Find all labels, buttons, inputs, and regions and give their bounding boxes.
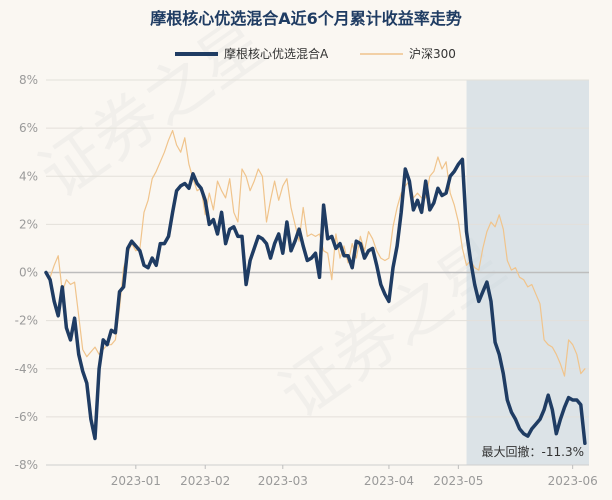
x-tick-label: 2023-04	[364, 474, 414, 488]
series-line-fund	[44, 157, 587, 446]
x-tick-label: 2023-06	[548, 474, 598, 488]
y-tick-label: 6%	[19, 121, 38, 135]
x-tick-label: 2023-03	[258, 474, 308, 488]
series-line-index	[45, 129, 586, 377]
y-tick-label: -6%	[15, 410, 38, 424]
y-tick-label: 8%	[19, 73, 38, 87]
y-tick-label: 2%	[19, 217, 38, 231]
y-tick-label: 4%	[19, 169, 38, 183]
chart-title: 摩根核心优选混合A近6个月累计收益率走势	[150, 9, 462, 28]
y-tick-label: -4%	[15, 362, 38, 376]
legend-label-index: 沪深300	[409, 47, 456, 61]
x-tick-label: 2023-02	[180, 474, 230, 488]
y-axis-ticks: 8% 6% 4% 2% 0% -2% -4% -6% -8%	[15, 73, 38, 472]
series-lines	[44, 129, 587, 446]
max-drawdown-annotation: 最大回撤：-11.3%	[482, 444, 584, 459]
x-tick-label: 2023-05	[433, 474, 483, 488]
y-tick-label: 0%	[19, 266, 38, 280]
y-tick-label: -8%	[15, 458, 38, 472]
legend: 摩根核心优选混合A 沪深300	[175, 46, 456, 61]
legend-label-fund: 摩根核心优选混合A	[224, 46, 329, 61]
x-axis-ticks: 2023-01 2023-02 2023-03 2023-04 2023-05 2023-…	[46, 464, 598, 488]
x-tick-label: 2023-01	[111, 474, 161, 488]
y-tick-label: -2%	[15, 314, 38, 328]
